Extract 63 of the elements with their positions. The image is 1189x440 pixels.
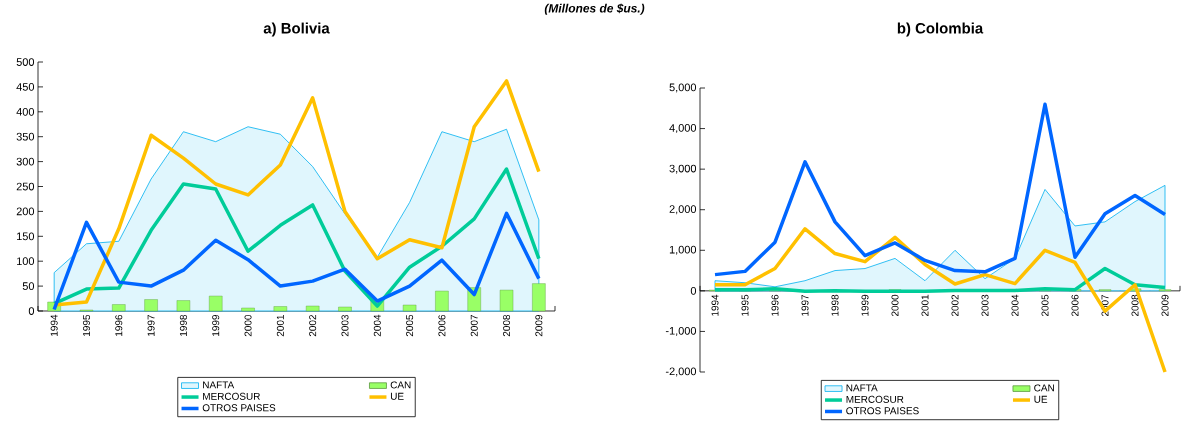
y-tick-label: 0	[690, 286, 697, 295]
legend-label: MERCOSUR	[846, 395, 904, 403]
x-tick-label: 2005	[1041, 294, 1049, 317]
y-tick-label: 2,000	[669, 205, 697, 215]
x-tick-label: 1995	[741, 294, 749, 316]
x-tick-label: 2001	[921, 294, 929, 317]
x-tick-label: 1999	[861, 294, 869, 316]
y-tick-label: 500	[16, 58, 35, 66]
x-tick-label: 1994	[711, 294, 719, 316]
x-tick-label: 2003	[981, 294, 989, 317]
x-tick-label: 1998	[179, 314, 187, 336]
y-tick-label: 400	[16, 107, 35, 116]
x-tick-label: 2006	[438, 314, 446, 337]
x-tick-label: 1996	[771, 294, 779, 316]
x-tick-label: 1997	[801, 294, 809, 316]
y-tick-label: 200	[16, 207, 35, 216]
y-tick-label: 4,000	[669, 124, 697, 134]
x-tick-label: 2005	[406, 314, 414, 337]
y-tick-label: 1,000	[669, 245, 697, 255]
y-tick-label: -1,000	[665, 326, 697, 336]
chart-title: a) Bolivia	[263, 22, 330, 37]
x-tick-label: 2007	[470, 315, 478, 337]
y-tick-label: 50	[22, 282, 35, 290]
x-tick-label: 2006	[1071, 294, 1079, 317]
x-tick-label: 1999	[212, 314, 220, 336]
chart-title: b) Colombia	[897, 22, 984, 37]
y-tick-label: 0	[28, 307, 35, 315]
x-tick-label: 2008	[1131, 294, 1139, 317]
x-tick-label: 2004	[373, 314, 381, 337]
legend-label: NAFTA	[203, 381, 235, 389]
x-tick-label: 1996	[115, 314, 123, 336]
y-tick-label: -2,000	[665, 367, 697, 377]
legend-label: OTROS PAISES	[202, 404, 276, 412]
y-tick-label: 100	[17, 257, 35, 266]
y-tick-label: 5,000	[669, 83, 697, 93]
legend-label: CAN	[1034, 384, 1054, 392]
x-tick-label: 2000	[244, 314, 252, 337]
text: (Millones de $us.)	[544, 3, 645, 15]
x-tick-label: 2000	[891, 294, 899, 317]
y-tick-label: 3,000	[669, 164, 697, 174]
x-tick-label: 2003	[341, 314, 349, 337]
y-tick-label: 300	[16, 157, 35, 166]
legend-label: OTROS PAISES	[846, 407, 919, 415]
legend-label: UE	[1034, 395, 1048, 403]
y-tick-label: 150	[17, 232, 35, 241]
y-tick-label: 350	[16, 132, 35, 141]
y-tick-label: 450	[16, 83, 35, 91]
x-tick-label: 2008	[503, 314, 511, 337]
x-tick-label: 2002	[951, 294, 959, 317]
x-tick-label: 2009	[1161, 294, 1169, 317]
x-tick-label: 1998	[831, 294, 839, 316]
legend-label: CAN	[390, 381, 411, 389]
x-tick-label: 2002	[309, 315, 317, 337]
x-tick-label: 2001	[276, 315, 284, 337]
x-tick-label: 2009	[535, 314, 543, 337]
x-tick-label: 2004	[1011, 294, 1019, 317]
legend-label: NAFTA	[846, 384, 878, 392]
y-tick-label: 250	[16, 182, 35, 191]
x-tick-label: 1997	[147, 315, 155, 336]
x-tick-label: 1994	[50, 314, 58, 336]
x-tick-label: 1995	[82, 314, 90, 336]
legend-label: UE	[390, 392, 404, 400]
legend-label: MERCOSUR	[203, 392, 260, 400]
